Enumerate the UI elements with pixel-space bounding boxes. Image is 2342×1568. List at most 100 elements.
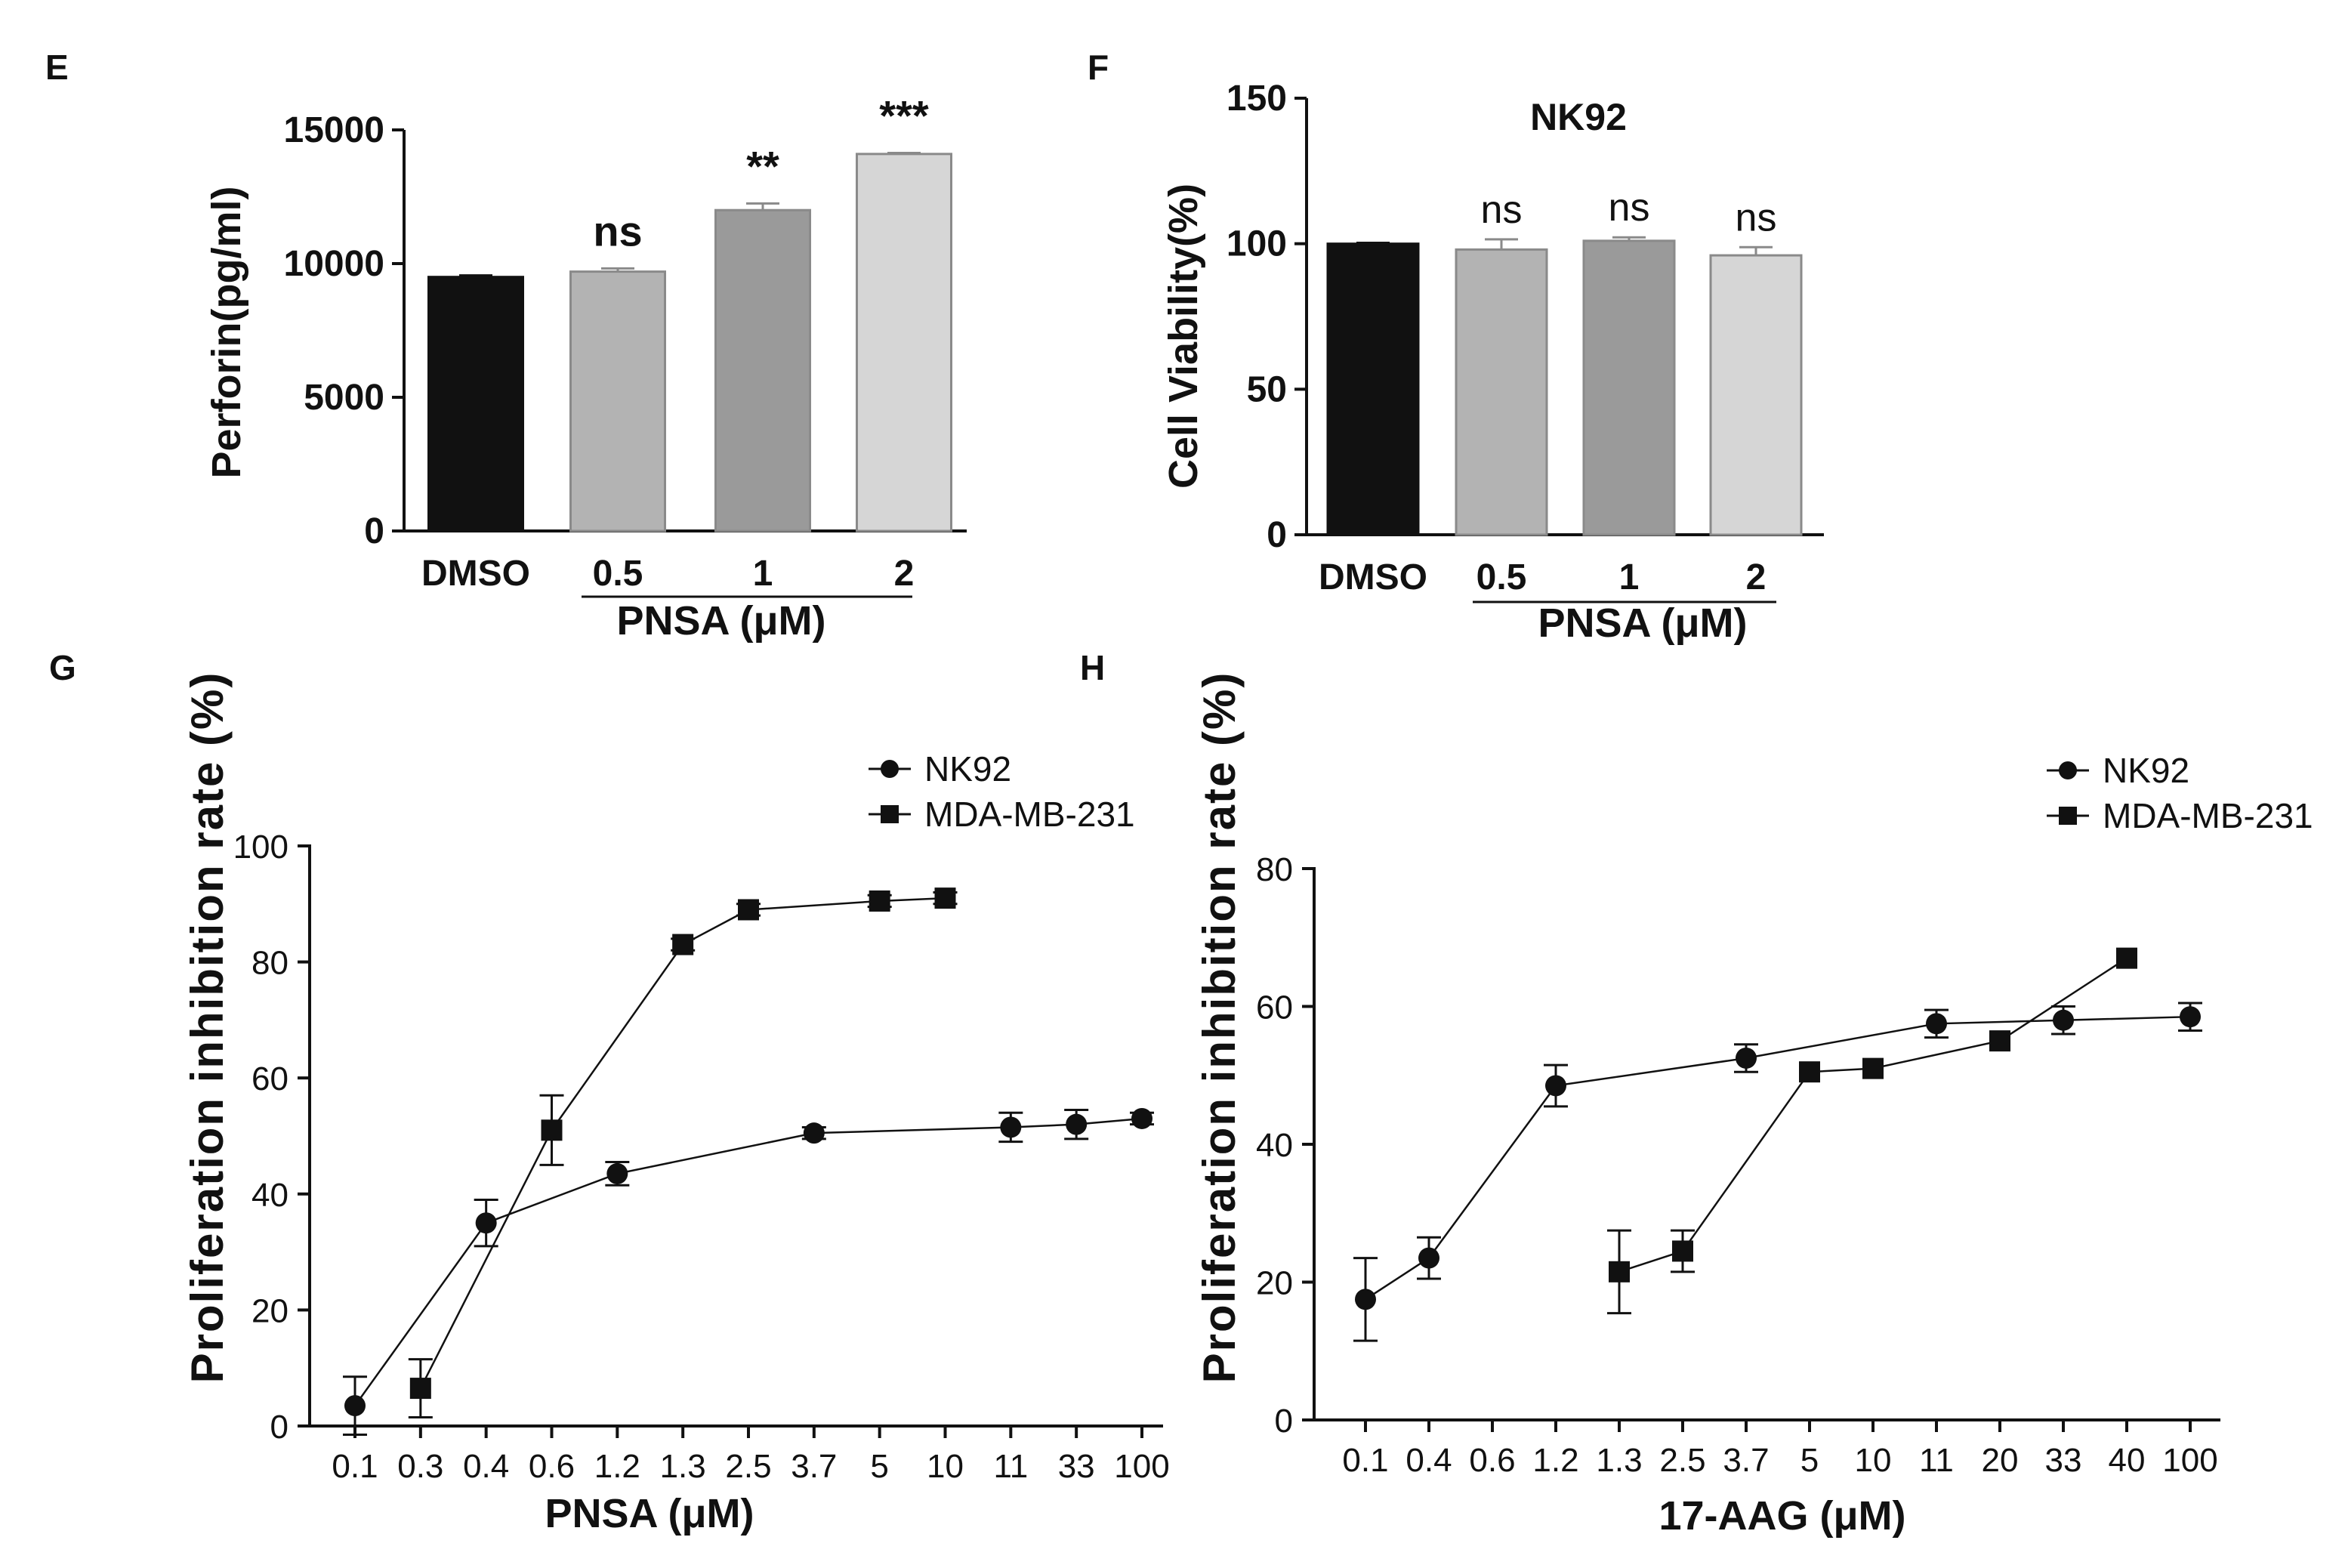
panel-f-category-label: 0.5	[1476, 557, 1527, 597]
panel-f-bar	[1709, 254, 1803, 536]
panel-g-ytick-label: 20	[251, 1292, 289, 1329]
panel-e-bar-chart: Perforin(pg/ml) PNSA (μM) 0 5000 10000 1500…	[204, 91, 967, 644]
panel-h-ytick-label: 60	[1256, 989, 1293, 1026]
panel-h-xtick-label: 20	[1982, 1442, 2019, 1479]
panel-f-xlabel: PNSA (μM)	[1538, 600, 1747, 646]
panel-h-point-mda-mb-231	[2116, 947, 2137, 969]
panel-g-point-nk92	[1131, 1107, 1152, 1129]
panel-h-point-mda-mb-231	[1672, 1240, 1693, 1262]
panel-g-point-nk92	[1000, 1116, 1022, 1138]
panel-h-point-nk92	[1355, 1289, 1376, 1310]
panel-e-xlabel: PNSA (μM)	[616, 598, 825, 644]
panel-g-legend-marker-circle	[881, 760, 899, 778]
panel-g-point-mda-mb-231	[409, 1378, 431, 1400]
panel-h-xlabel: 17-AAG (μM)	[1659, 1493, 1905, 1539]
panel-g-xtick-label: 1.3	[660, 1448, 706, 1485]
panel-h-point-nk92	[1418, 1247, 1439, 1269]
panel-g-xtick-label: 2.5	[725, 1448, 771, 1485]
panel-g-point-nk92	[606, 1162, 628, 1184]
panel-g-point-nk92	[344, 1395, 366, 1417]
panel-f-title: NK92	[1530, 96, 1627, 138]
panel-h-series-line	[1365, 1015, 2191, 1301]
panel-f-ytick-label: 0	[1267, 515, 1287, 555]
panel-h-point-mda-mb-231	[1989, 1030, 2010, 1052]
panel-h-xtick-label: 1.2	[1532, 1442, 1578, 1479]
panel-g-xlabel: PNSA (μM)	[545, 1491, 754, 1536]
panel-g-point-mda-mb-231	[738, 899, 759, 921]
panel-e-category-label: 1	[753, 554, 773, 594]
panel-g-ytick-label: 60	[251, 1060, 289, 1097]
panel-e-bar	[714, 208, 811, 532]
panel-g-point-mda-mb-231	[672, 934, 694, 955]
panel-f-ytick-label: 100	[1227, 224, 1287, 264]
panel-h-ytick-label: 20	[1256, 1265, 1293, 1302]
panel-e-bar	[569, 270, 666, 532]
panel-g-ytick-label: 80	[251, 945, 289, 982]
panel-label-e: E	[45, 48, 69, 87]
panel-f-significance: ns	[1736, 196, 1777, 239]
panel-g-point-nk92	[803, 1122, 825, 1144]
panel-g-xtick-label: 0.1	[332, 1448, 378, 1485]
panel-g-xtick-label: 3.7	[791, 1448, 837, 1485]
panel-g-legend-label: NK92	[924, 749, 1011, 789]
panel-f-bar	[1582, 239, 1676, 536]
panel-g-xtick-label: 0.3	[397, 1448, 443, 1485]
panel-e-ytick-label: 15000	[284, 110, 384, 150]
panel-g-ytick-label: 40	[251, 1177, 289, 1214]
panel-f-significance: ns	[1481, 188, 1523, 232]
panel-e-significance: ns	[593, 207, 642, 255]
panel-h-xtick-label: 0.1	[1342, 1442, 1388, 1479]
panel-h-point-nk92	[2053, 1009, 2074, 1031]
panel-f-significance: ns	[1609, 186, 1650, 230]
panel-h-xtick-label: 2.5	[1659, 1442, 1705, 1479]
panel-h-xtick-label: 11	[1919, 1442, 1954, 1479]
panel-g-ylabel: Proliferation inhibition rate (%)	[182, 671, 233, 1384]
panel-f-category-label: 1	[1619, 557, 1640, 597]
panel-e-ytick-label: 5000	[304, 378, 384, 418]
panel-h-legend-label: MDA-MB-231	[2103, 796, 2313, 835]
panel-h-point-mda-mb-231	[1609, 1261, 1630, 1282]
panel-f-category-label: 2	[1746, 557, 1767, 597]
panel-h-xtick-label: 0.6	[1469, 1442, 1515, 1479]
panel-g-point-nk92	[1066, 1113, 1088, 1135]
panel-g-xtick-label: 5	[870, 1448, 888, 1485]
panel-e-category-label: 2	[894, 554, 915, 594]
panel-h-xtick-label: 33	[2045, 1442, 2082, 1479]
panel-h-ytick-label: 80	[1256, 851, 1293, 888]
panel-f-ytick-label: 50	[1247, 369, 1287, 409]
panel-g-point-mda-mb-231	[541, 1119, 563, 1141]
panel-h-point-mda-mb-231	[1799, 1061, 1820, 1083]
panel-h-xtick-label: 10	[1855, 1442, 1892, 1479]
panel-h-series-line	[1618, 957, 2128, 1273]
panel-h-point-nk92	[2180, 1006, 2201, 1028]
panel-g-line-chart: Proliferation inhibition rate (%) PNSA (…	[182, 671, 1170, 1536]
panel-h-point-mda-mb-231	[1862, 1057, 1884, 1079]
panel-g-point-nk92	[475, 1212, 497, 1234]
panel-e-category-label: DMSO	[421, 554, 530, 594]
panel-label-f: F	[1088, 48, 1109, 87]
panel-e-bar	[427, 276, 524, 532]
panel-h-xtick-label: 1.3	[1596, 1442, 1642, 1479]
panel-g-legend-marker-square	[881, 805, 899, 823]
panel-label-h: H	[1080, 648, 1105, 687]
panel-g-series-line	[419, 897, 946, 1389]
panel-g-legend-label: MDA-MB-231	[924, 795, 1135, 834]
panel-h-ytick-label: 0	[1275, 1403, 1293, 1440]
panel-g-xtick-label: 1.2	[594, 1448, 640, 1485]
panel-g-xtick-label: 33	[1058, 1448, 1095, 1485]
panel-h-legend-marker-square	[2059, 807, 2077, 825]
panel-h-xtick-label: 3.7	[1723, 1442, 1769, 1479]
panel-g-series-line	[353, 1117, 1143, 1406]
panel-label-g: G	[49, 648, 76, 687]
panel-f-bar-chart: NK92 Cell Viability(%) PNSA (μM) 0 50 100 1…	[1161, 79, 1824, 646]
panel-g-xtick-label: 10	[927, 1448, 964, 1485]
panel-h-legend-marker-circle	[2059, 761, 2077, 779]
panel-e-ylabel: Perforin(pg/ml)	[204, 187, 249, 479]
panel-e-significance: **	[746, 142, 779, 190]
panel-g-ytick-label: 100	[233, 829, 289, 866]
panel-h-point-nk92	[1545, 1075, 1566, 1097]
panel-e-category-label: 0.5	[593, 554, 643, 594]
panel-g-xtick-label: 11	[993, 1448, 1028, 1485]
panel-g-xtick-label: 0.4	[463, 1448, 509, 1485]
